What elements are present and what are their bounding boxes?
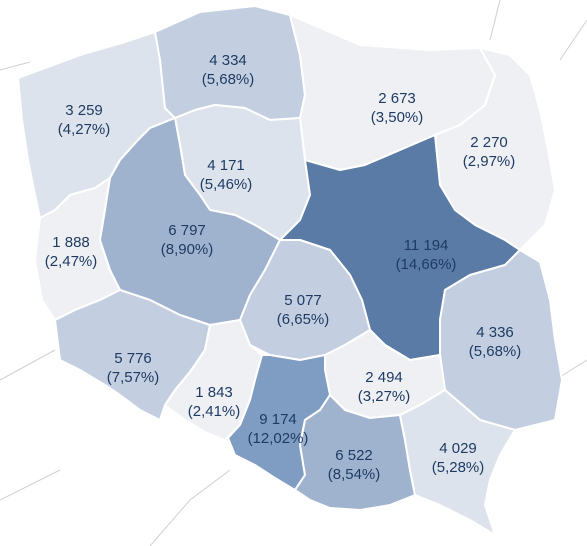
region-percent: (7,57%) — [106, 369, 160, 386]
region-value: 6 797 — [168, 222, 206, 239]
region-value: 4 334 — [209, 52, 247, 69]
label-dolnoslaskie: 5 776 (7,57%) — [73, 349, 193, 387]
region-value: 2 270 — [470, 134, 508, 151]
neighbour-border-line — [0, 61, 31, 71]
region-percent: (5,68%) — [201, 71, 255, 88]
region-percent: (2,41%) — [187, 403, 241, 420]
label-opolskie: 1 843 (2,41%) — [154, 383, 274, 421]
region-value: 2 494 — [365, 369, 403, 386]
label-zachodniopomorskie: 3 259 (4,27%) — [24, 101, 144, 139]
region-value: 5 776 — [114, 350, 152, 367]
region-value: 3 259 — [65, 102, 103, 119]
neighbour-border-line — [149, 469, 231, 546]
region-value: 4 029 — [439, 440, 477, 457]
region-value: 5 077 — [284, 292, 322, 309]
label-lubelskie: 4 336 (5,68%) — [435, 323, 555, 361]
label-pomorskie: 4 334 (5,68%) — [168, 51, 288, 89]
label-lubuskie: 1 888 (2,47%) — [11, 233, 131, 271]
label-kujawsko-pomorskie: 4 171 (5,46%) — [166, 156, 286, 194]
region-percent: (2,47%) — [44, 253, 98, 270]
region-value: 1 843 — [195, 384, 233, 401]
region-percent: (5,28%) — [431, 459, 485, 476]
neighbour-border-line — [489, 0, 501, 41]
region-percent: (5,46%) — [199, 176, 253, 193]
region-percent: (8,54%) — [327, 466, 381, 483]
region-percent: (5,68%) — [468, 343, 522, 360]
label-swietokrzyskie: 2 494 (3,27%) — [324, 368, 444, 406]
label-slaskie: 9 174 (12,02%) — [218, 410, 338, 448]
region-value: 1 888 — [52, 234, 90, 251]
label-malopolskie: 6 522 (8,54%) — [294, 446, 414, 484]
neighbour-border-line — [0, 469, 61, 501]
label-warminsko-mazurskie: 2 673 (3,50%) — [337, 89, 457, 127]
region-percent: (6,65%) — [276, 311, 330, 328]
region-value: 9 174 — [259, 411, 297, 428]
region-opolskie — [164, 319, 263, 441]
region-value: 4 171 — [207, 157, 245, 174]
region-value: 2 673 — [378, 90, 416, 107]
label-podlaskie: 2 270 (2,97%) — [429, 133, 549, 171]
region-value: 6 522 — [335, 447, 373, 464]
neighbour-border-line — [0, 349, 56, 381]
region-percent: (2,97%) — [462, 153, 516, 170]
label-lodzkie: 5 077 (6,65%) — [243, 291, 363, 329]
region-percent: (12,02%) — [247, 430, 309, 447]
region-value: 4 336 — [476, 324, 514, 341]
region-podkarpackie — [399, 389, 516, 536]
label-mazowieckie: 11 194 (14,66%) — [366, 236, 486, 274]
region-percent: (4,27%) — [57, 121, 111, 138]
region-percent: (3,50%) — [370, 109, 424, 126]
region-malopolskie — [294, 394, 416, 511]
label-podkarpackie: 4 029 (5,28%) — [398, 439, 518, 477]
region-percent: (3,27%) — [357, 388, 411, 405]
neighbour-border-line — [559, 19, 587, 61]
label-wielkopolskie: 6 797 (8,90%) — [127, 221, 247, 259]
region-percent: (8,90%) — [160, 241, 214, 258]
region-value: 11 194 — [403, 237, 449, 254]
region-percent: (14,66%) — [395, 256, 457, 273]
